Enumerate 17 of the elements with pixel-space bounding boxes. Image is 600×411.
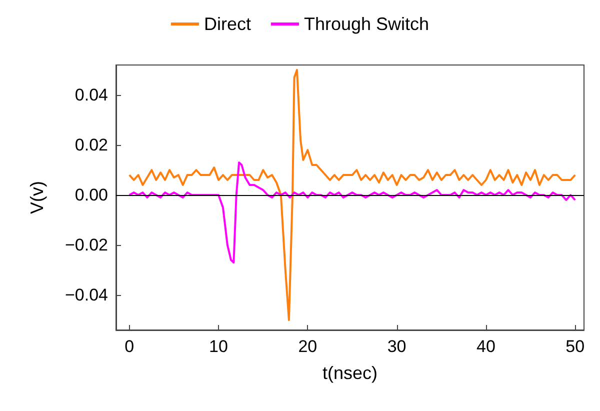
y-tick-label: −0.02 — [64, 236, 108, 254]
y-tick-label: −0.04 — [64, 286, 108, 304]
x-tick-label: 40 — [476, 337, 496, 356]
line-series — [128, 69, 576, 321]
x-tick-label: 10 — [209, 337, 228, 356]
x-tick-label: 0 — [124, 337, 134, 356]
x-axis-title: t(nsec) — [322, 363, 378, 383]
y-axis-title: V(v) — [27, 181, 47, 214]
y-tick-label: 0.00 — [74, 186, 108, 204]
x-tick-label: 50 — [566, 337, 585, 356]
y-tick-label: 0.04 — [74, 86, 108, 104]
x-tick-label: 20 — [298, 337, 318, 356]
legend-label: Direct — [204, 14, 251, 34]
x-tick-label: 30 — [387, 337, 406, 356]
legend-label: Through Switch — [304, 14, 430, 34]
line-series — [128, 162, 576, 264]
y-tick-label: 0.02 — [74, 136, 108, 154]
